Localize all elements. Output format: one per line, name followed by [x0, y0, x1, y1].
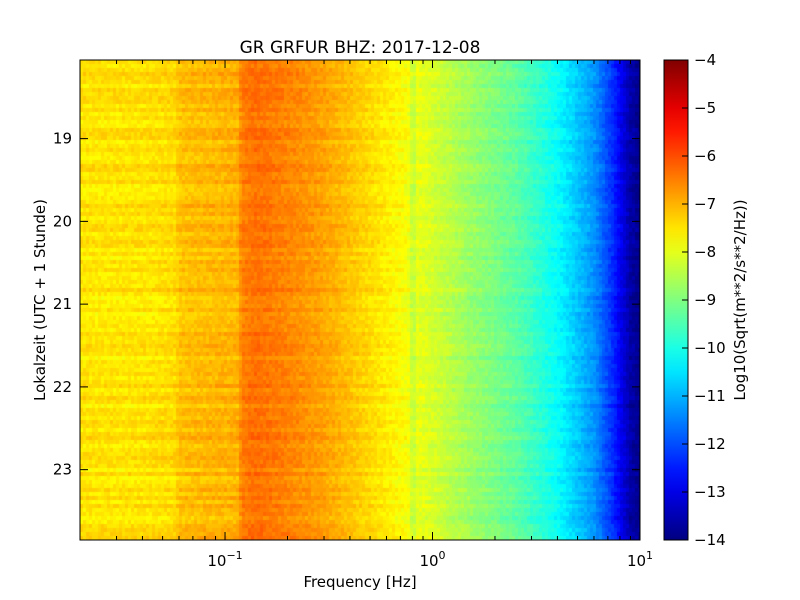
spectrogram-heatmap: [80, 60, 640, 540]
x-axis: 10−1 100 101: [79, 60, 653, 570]
colorbar-tick-label: −6: [694, 147, 716, 165]
colorbar-tick-label: −10: [694, 339, 726, 357]
y-tick-label: 21: [53, 295, 72, 313]
y-tick-label: 23: [53, 461, 72, 479]
y-axis: 19 20 21 22 23: [53, 130, 640, 479]
colorbar-tick-label: −4: [694, 51, 716, 69]
x-tick-label: 101: [627, 549, 653, 570]
colorbar-tick-label: −13: [694, 483, 726, 501]
y-tick-label: 19: [53, 130, 72, 148]
x-tick-label: 10−1: [207, 549, 242, 570]
colorbar: −4 −5 −6 −7 −8 −9 −10 −11 −12 −13 −14: [663, 51, 726, 549]
x-tick-label: 100: [419, 549, 445, 570]
y-tick-label: 22: [53, 378, 72, 396]
colorbar-tick-label: −8: [694, 243, 716, 261]
spectrogram-cells: [80, 60, 640, 540]
chart-title: GR GRFUR BHZ: 2017-12-08: [240, 38, 481, 58]
colorbar-tick-label: −12: [694, 435, 726, 453]
colorbar-tick-label: −14: [694, 531, 726, 549]
y-tick-label: 20: [53, 212, 72, 230]
x-axis-label: Frequency [Hz]: [303, 573, 416, 591]
colorbar-tick-label: −9: [694, 291, 716, 309]
colorbar-tick-label: −5: [694, 99, 716, 117]
y-axis-label: Lokalzeit (UTC + 1 Stunde): [31, 199, 49, 401]
colorbar-tick-label: −7: [694, 195, 716, 213]
colorbar-tick-label: −11: [694, 387, 726, 405]
colorbar-label: Log10(Sqrt(m**2/s**2/Hz)): [731, 199, 749, 400]
plot-frame: [79, 59, 641, 541]
